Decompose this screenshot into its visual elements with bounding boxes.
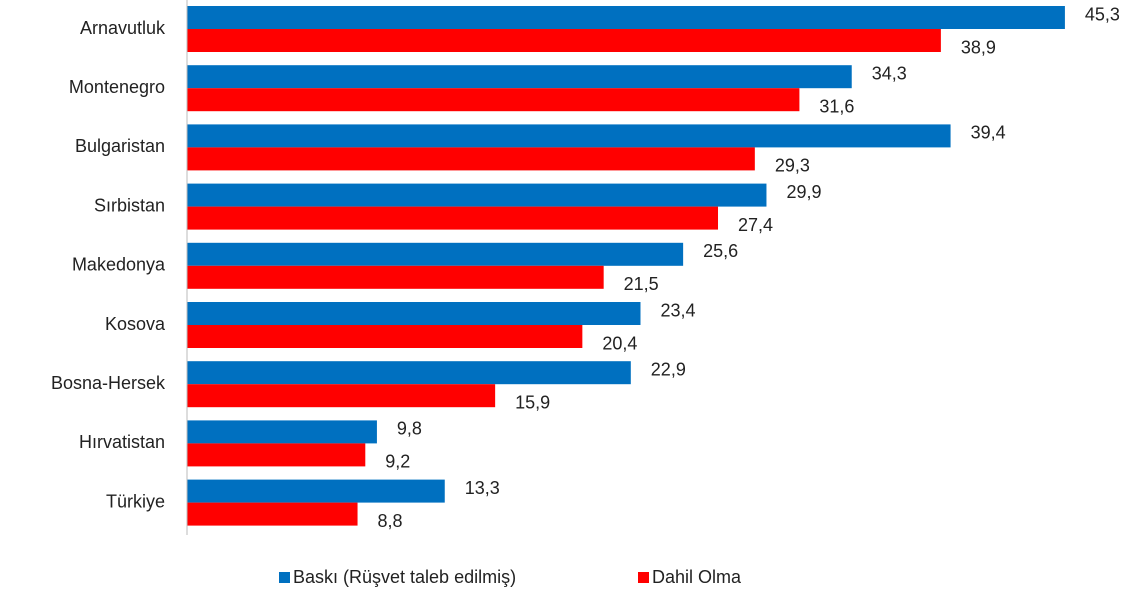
- bar: [187, 302, 641, 325]
- value-label: 13,3: [465, 478, 500, 498]
- value-label: 22,9: [651, 359, 686, 379]
- bar: [187, 65, 852, 89]
- y-tick-label: Bosna-Hersek: [51, 373, 166, 393]
- bar: [187, 502, 358, 526]
- bar: [187, 361, 631, 385]
- value-label: 8,8: [378, 511, 403, 531]
- bar: [187, 420, 377, 444]
- y-tick-label: Arnavutluk: [80, 18, 166, 38]
- value-label: 34,3: [872, 63, 907, 83]
- bar: [187, 88, 800, 112]
- y-tick-label: Kosova: [105, 314, 166, 334]
- bar: [187, 183, 767, 207]
- bar: [187, 384, 496, 408]
- value-label: 23,4: [660, 300, 695, 320]
- y-tick-label: Hırvatistan: [79, 432, 165, 452]
- bar: [187, 479, 445, 503]
- value-label: 20,4: [602, 333, 637, 353]
- value-label: 29,3: [775, 156, 810, 176]
- value-label: 21,5: [624, 274, 659, 294]
- value-label: 9,8: [397, 419, 422, 439]
- legend-label: Baskı (Rüşvet taleb edilmiş): [293, 567, 516, 587]
- bar: [187, 147, 755, 171]
- bar: [187, 6, 1065, 29]
- bar: [187, 325, 583, 348]
- bar: [187, 443, 366, 467]
- legend-swatch: [638, 572, 649, 583]
- value-label: 39,4: [971, 123, 1006, 143]
- bar: [187, 206, 719, 230]
- y-tick-label: Bulgaristan: [75, 136, 165, 156]
- bar: [187, 124, 951, 148]
- bar: [187, 242, 684, 266]
- value-label: 9,2: [385, 452, 410, 472]
- bar: [187, 265, 604, 289]
- value-label: 25,6: [703, 241, 738, 261]
- y-tick-label: Makedonya: [72, 255, 166, 275]
- value-label: 29,9: [786, 182, 821, 202]
- legend-swatch: [279, 572, 290, 583]
- value-label: 31,6: [819, 96, 854, 116]
- bar: [187, 29, 941, 52]
- value-label: 45,3: [1085, 4, 1120, 24]
- y-tick-label: Sırbistan: [94, 195, 165, 215]
- value-label: 15,9: [515, 392, 550, 412]
- y-tick-label: Montenegro: [69, 77, 165, 97]
- y-tick-label: Türkiye: [106, 491, 165, 511]
- value-label: 27,4: [738, 215, 773, 235]
- value-label: 38,9: [961, 37, 996, 57]
- legend-label: Dahil Olma: [652, 567, 742, 587]
